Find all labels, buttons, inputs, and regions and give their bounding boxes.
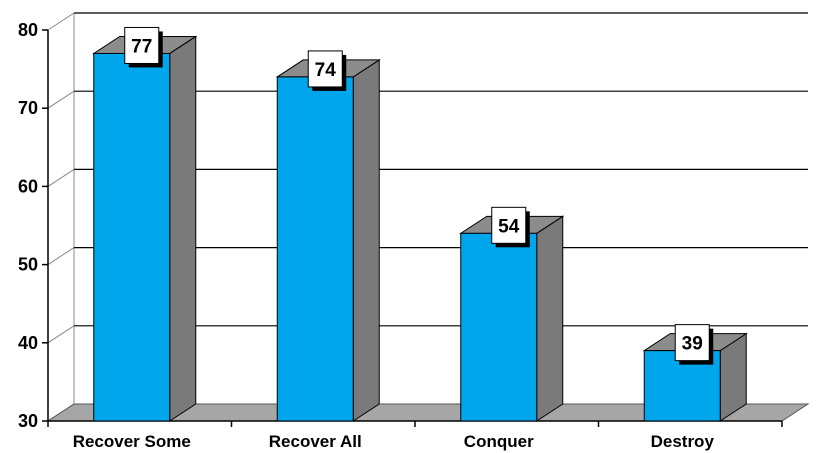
- bar: [459, 215, 565, 422]
- bar: [92, 35, 198, 422]
- y-tick-label: 30: [18, 411, 38, 431]
- data-label: 77: [131, 36, 152, 57]
- side-wall-line: [47, 90, 75, 109]
- y-tick-labels: 30 40 50 60 70 80: [18, 20, 38, 431]
- data-label-box: [491, 206, 527, 244]
- x-category-labels: Recover Some Recover All Conquer Destroy: [73, 432, 715, 451]
- y-tick-label: 80: [18, 20, 38, 40]
- side-wall-line: [47, 325, 75, 344]
- data-label-box: [124, 26, 160, 64]
- x-category-label: Recover All: [269, 432, 362, 451]
- x-category-label: Destroy: [651, 432, 715, 451]
- side-wall-line: [47, 168, 75, 187]
- bar-side: [352, 58, 380, 422]
- bar-side: [169, 35, 197, 422]
- y-tick-label: 50: [18, 255, 38, 275]
- data-labels: 77 74 54 39: [124, 26, 714, 365]
- data-label: 54: [498, 216, 520, 237]
- bar-side: [536, 215, 564, 422]
- bar: [275, 58, 381, 422]
- x-category-label: Conquer: [464, 432, 534, 451]
- y-tick-label: 40: [18, 333, 38, 353]
- side-wall-line: [47, 247, 75, 266]
- bars: [92, 35, 748, 422]
- data-label-box: [307, 50, 343, 88]
- data-label: 74: [315, 60, 337, 81]
- x-category-label: Recover Some: [73, 432, 191, 451]
- y-tick-label: 60: [18, 176, 38, 196]
- bar-front: [276, 76, 354, 422]
- side-wall-line: [47, 12, 75, 31]
- bar-front: [93, 52, 171, 422]
- y-tick-label: 70: [18, 98, 38, 118]
- data-label: 39: [682, 334, 703, 355]
- bar-front: [460, 232, 538, 422]
- data-label-box: [674, 324, 710, 362]
